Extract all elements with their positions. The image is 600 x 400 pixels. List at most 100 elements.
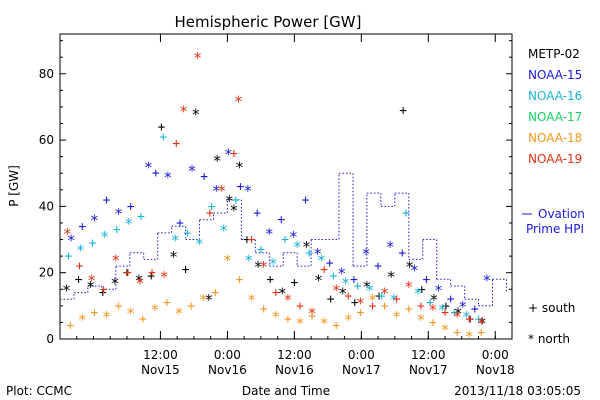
data-point: * bbox=[114, 205, 123, 223]
data-point: * bbox=[365, 281, 374, 299]
data-point: * bbox=[438, 301, 447, 319]
data-point: * bbox=[78, 311, 87, 329]
data-point: * bbox=[482, 271, 491, 289]
x-tick-label-time: 12:00 bbox=[143, 348, 178, 362]
data-point: * bbox=[213, 152, 222, 170]
ovation-hpi-line bbox=[60, 172, 507, 307]
data-point: * bbox=[171, 232, 180, 250]
data-point: * bbox=[217, 182, 226, 200]
data-point: * bbox=[259, 258, 268, 276]
data-point: * bbox=[126, 304, 135, 322]
data-point: + bbox=[393, 292, 401, 307]
legend-ovation-label: Prime HPI bbox=[526, 222, 584, 236]
data-point: * bbox=[160, 268, 169, 286]
data-point: + bbox=[441, 305, 449, 320]
data-point: * bbox=[332, 281, 341, 299]
x-tick-label-date: Nov17 bbox=[409, 363, 448, 377]
data-point: * bbox=[405, 258, 414, 276]
x-tick-label-date: Nov18 bbox=[476, 363, 515, 377]
data-point: + bbox=[375, 289, 383, 304]
data-point: * bbox=[441, 321, 450, 339]
data-point: + bbox=[374, 259, 382, 274]
data-point: * bbox=[199, 291, 208, 309]
data-point: + bbox=[277, 213, 285, 228]
data-point: * bbox=[111, 251, 120, 269]
data-point: * bbox=[150, 301, 159, 319]
data-point: + bbox=[257, 242, 265, 257]
data-point: + bbox=[402, 206, 410, 221]
data-point: + bbox=[290, 276, 298, 291]
data-point: * bbox=[392, 308, 401, 326]
data-point: * bbox=[212, 182, 221, 200]
x-tick-label-time: 0:00 bbox=[348, 348, 375, 362]
data-point: + bbox=[176, 216, 184, 231]
data-point: * bbox=[229, 202, 238, 220]
data-point: * bbox=[344, 311, 353, 329]
data-point: + bbox=[418, 282, 426, 297]
data-point: * bbox=[361, 245, 370, 263]
data-point: * bbox=[465, 328, 474, 346]
x-tick-label-date: Nov17 bbox=[342, 363, 381, 377]
data-point: + bbox=[123, 266, 131, 281]
data-point: + bbox=[260, 302, 268, 317]
data-point: * bbox=[453, 308, 462, 326]
data-point: * bbox=[414, 285, 423, 303]
data-point: + bbox=[417, 299, 425, 314]
data-point: * bbox=[163, 169, 172, 187]
data-point: + bbox=[64, 249, 72, 264]
data-point: * bbox=[477, 314, 486, 332]
data-point: + bbox=[378, 289, 386, 304]
data-point: + bbox=[344, 289, 352, 304]
data-point: * bbox=[428, 301, 437, 319]
data-point: * bbox=[63, 225, 72, 243]
data-point: * bbox=[135, 275, 144, 293]
legend-south-marker: + south bbox=[528, 301, 575, 315]
data-point: * bbox=[247, 291, 256, 309]
data-point: + bbox=[330, 269, 338, 284]
data-point: + bbox=[243, 233, 251, 248]
legend-ovation-label: Ovation bbox=[538, 207, 585, 221]
data-point: + bbox=[471, 302, 479, 317]
data-point: * bbox=[313, 245, 322, 263]
data-point: + bbox=[350, 272, 358, 287]
data-point: + bbox=[354, 279, 362, 294]
data-point: * bbox=[195, 235, 204, 253]
data-point: * bbox=[314, 271, 323, 289]
data-point: + bbox=[66, 319, 74, 334]
data-point: * bbox=[235, 159, 244, 177]
data-point: * bbox=[434, 281, 443, 299]
data-point: + bbox=[124, 266, 132, 281]
data-point: + bbox=[184, 226, 192, 241]
legend-north-marker: * north bbox=[528, 332, 570, 346]
plot-area bbox=[59, 33, 513, 340]
y-axis: 0 20 40 60 80 bbox=[39, 40, 512, 346]
data-point: + bbox=[398, 246, 406, 261]
data-point: * bbox=[188, 162, 197, 180]
data-point: * bbox=[380, 285, 389, 303]
x-axis-label: Date and Time bbox=[242, 384, 330, 398]
data-point: + bbox=[232, 193, 240, 208]
data-point: * bbox=[86, 278, 95, 296]
plot-timestamp: 2013/11/18 03:05:05 bbox=[454, 384, 581, 398]
data-point: + bbox=[296, 299, 304, 314]
x-tick-label-time: 12:00 bbox=[411, 348, 446, 362]
data-point: * bbox=[320, 314, 329, 332]
data-point: + bbox=[466, 312, 474, 327]
data-point: * bbox=[144, 159, 153, 177]
x-tick-label-date: Nov16 bbox=[275, 363, 314, 377]
data-point: + bbox=[429, 315, 437, 330]
data-point: * bbox=[244, 251, 253, 269]
data-point: + bbox=[159, 130, 167, 145]
legend-entry: NOAA-17 bbox=[528, 110, 582, 124]
data-point: * bbox=[386, 238, 395, 256]
data-point: + bbox=[127, 199, 135, 214]
data-point: + bbox=[200, 170, 208, 185]
data-point: * bbox=[389, 291, 398, 309]
data-point: + bbox=[78, 219, 86, 234]
data-point: + bbox=[139, 312, 147, 327]
data-point: * bbox=[341, 275, 350, 293]
y-tick-label: 60 bbox=[39, 133, 54, 147]
data-point: * bbox=[410, 261, 419, 279]
data-point: * bbox=[87, 271, 96, 289]
